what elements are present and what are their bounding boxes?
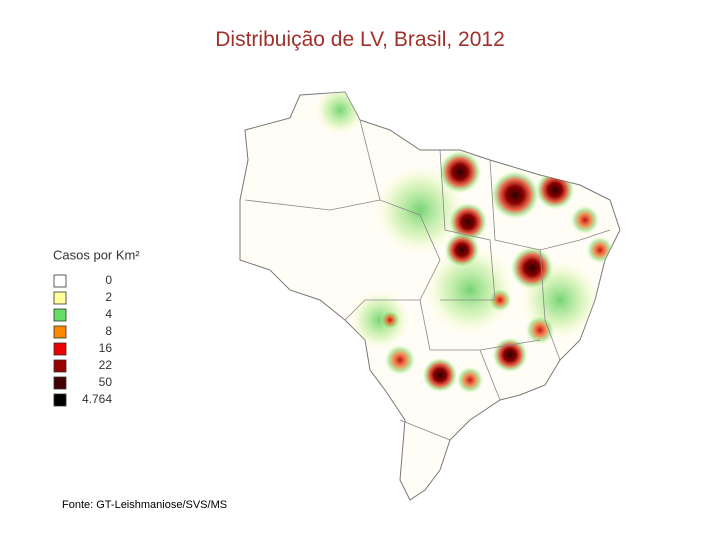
legend-swatch xyxy=(53,359,67,373)
legend-swatch xyxy=(53,393,67,407)
legend-label: 8 xyxy=(105,324,112,338)
legend-label: 4 xyxy=(105,307,112,321)
legend-swatch xyxy=(53,376,67,390)
legend-label: 4.764 xyxy=(82,392,112,406)
legend-label: 16 xyxy=(99,341,113,355)
source: Fonte: GT-Leishmaniose/SVS/MS xyxy=(62,499,227,511)
legend-label: 50 xyxy=(99,375,113,389)
legend-label: 2 xyxy=(105,290,112,304)
legend: Casos por Km² 0 2 4 8 16 22 50 4.764 xyxy=(53,247,140,407)
legend-swatch xyxy=(53,274,67,288)
map xyxy=(239,91,621,501)
legend-label: 22 xyxy=(99,358,113,372)
title: Distribuição de LV, Brasil, 2012 xyxy=(215,28,505,51)
legend-title: Casos por Km² xyxy=(53,247,140,262)
legend-swatch xyxy=(53,342,67,356)
legend-swatch xyxy=(53,291,67,305)
legend-swatch xyxy=(53,308,67,322)
legend-swatch xyxy=(53,325,67,339)
state-borders xyxy=(244,119,611,441)
legend-label: 0 xyxy=(105,273,112,287)
